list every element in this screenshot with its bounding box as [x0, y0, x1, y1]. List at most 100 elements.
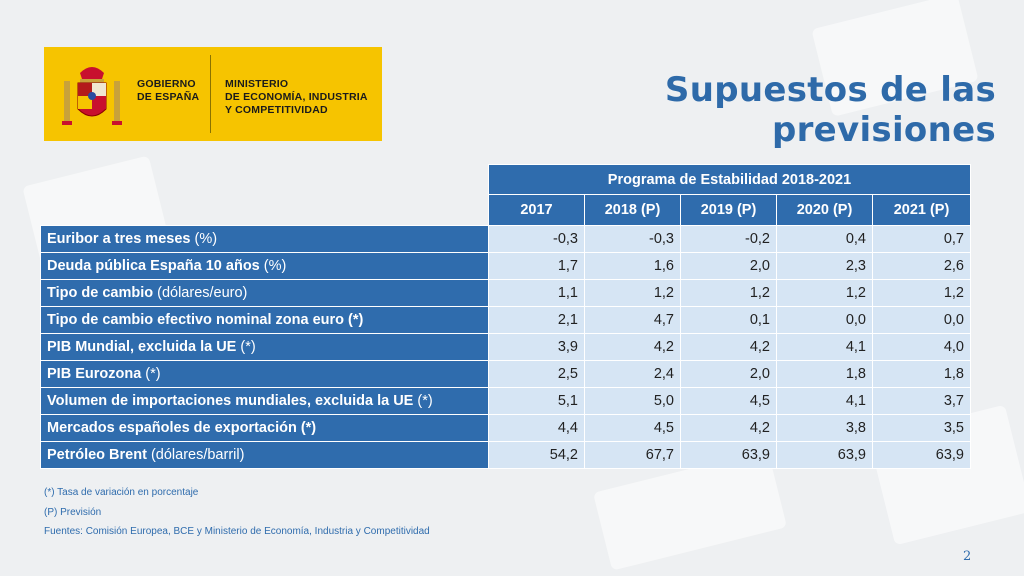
table-cell: 4,2: [680, 414, 777, 442]
table-corner: [41, 195, 489, 226]
table-row: Petróleo Brent (dólares/barril) 54,2 67,7 6…: [40, 441, 971, 469]
table-cell: 1,8: [872, 360, 971, 388]
row-label: PIB Mundial, excluida la UE (*): [40, 333, 489, 361]
row-label: Tipo de cambio (dólares/euro): [40, 279, 489, 307]
table-cell: 4,2: [680, 333, 777, 361]
table-cell: 5,0: [584, 387, 681, 415]
row-label-main: PIB Mundial, excluida la UE: [47, 339, 237, 355]
table-corner: [41, 165, 489, 195]
table-cell: 1,8: [776, 360, 873, 388]
table-cell: -0,3: [584, 225, 681, 253]
ministerio-text: MINISTERIO DE ECONOMÍA, INDUSTRIA Y COMP…: [225, 78, 368, 116]
table-cell: 0,0: [872, 306, 971, 334]
row-label-main: Tipo de cambio efectivo nominal zona eur…: [47, 312, 364, 328]
table-cell: 0,1: [680, 306, 777, 334]
column-header: 2020 (P): [776, 194, 873, 226]
table-cell: -0,3: [488, 225, 585, 253]
table-cell: 0,7: [872, 225, 971, 253]
row-label-unit: (dólares/barril): [146, 447, 245, 463]
table-cell: 4,0: [872, 333, 971, 361]
table-cell: 0,4: [776, 225, 873, 253]
table-cell: 2,4: [584, 360, 681, 388]
gobierno-text: GOBIERNO DE ESPAÑA: [137, 78, 200, 103]
table-cell: 5,1: [488, 387, 585, 415]
table-cell: 63,9: [872, 441, 971, 469]
row-label: Petróleo Brent (dólares/barril): [40, 441, 489, 469]
row-label-main: Mercados españoles de exportación (*): [47, 420, 317, 436]
table-cell: 1,7: [488, 252, 585, 280]
table-cell: -0,2: [680, 225, 777, 253]
page-number: 2: [963, 549, 972, 564]
table-row: PIB Eurozona (*) 2,5 2,4 2,0 1,8 1,8: [40, 360, 971, 388]
row-label-unit: (%): [259, 258, 287, 274]
table-cell: 4,5: [584, 414, 681, 442]
table-cell: 2,5: [488, 360, 585, 388]
column-header: 2019 (P): [680, 194, 777, 226]
row-label-unit: (%): [190, 231, 218, 247]
table-row: Euribor a tres meses (%) -0,3 -0,3 -0,2 0,4 0…: [40, 225, 971, 253]
table-row: Tipo de cambio efectivo nominal zona eur…: [40, 306, 971, 334]
table-cell: 1,2: [776, 279, 873, 307]
row-label-unit: (*): [141, 366, 161, 382]
table-cell: 1,1: [488, 279, 585, 307]
table-cell: 4,1: [776, 333, 873, 361]
table-cell: 2,6: [872, 252, 971, 280]
table-row: Tipo de cambio (dólares/euro) 1,1 1,2 1,2 1,…: [40, 279, 971, 307]
table-cell: 3,8: [776, 414, 873, 442]
table-cell: 4,7: [584, 306, 681, 334]
table-row: PIB Mundial, excluida la UE (*) 3,9 4,2 4,2…: [40, 333, 971, 361]
table-cell: 1,2: [584, 279, 681, 307]
table-row: Deuda pública España 10 años (%) 1,7 1,6 2,…: [40, 252, 971, 280]
column-header: 2021 (P): [872, 194, 971, 226]
table-row: Volumen de importaciones mundiales, excl…: [40, 387, 971, 415]
row-label-main: Euribor a tres meses: [47, 231, 191, 247]
table-cell: 2,1: [488, 306, 585, 334]
table-cell: 0,0: [776, 306, 873, 334]
table-cell: 67,7: [584, 441, 681, 469]
table-cell: 54,2: [488, 441, 585, 469]
row-label-unit: (dólares/euro): [153, 285, 248, 301]
row-label: PIB Eurozona (*): [40, 360, 489, 388]
assumptions-table: Programa de Estabilidad 2018-2021 2017 2…: [40, 164, 971, 469]
row-label: Euribor a tres meses (%): [40, 225, 489, 253]
footnote-forecast: (P) Previsión: [44, 506, 102, 518]
row-label: Deuda pública España 10 años (%): [40, 252, 489, 280]
row-label: Tipo de cambio efectivo nominal zona eur…: [40, 306, 489, 334]
table-cell: 2,0: [680, 252, 777, 280]
logo-divider: [210, 55, 211, 133]
row-label: Mercados españoles de exportación (*): [40, 414, 489, 442]
row-label-main: Deuda pública España 10 años: [47, 258, 260, 274]
table-cell: 3,7: [872, 387, 971, 415]
footnote-sources: Fuentes: Comisión Europea, BCE y Ministe…: [44, 526, 430, 537]
table-cell: 63,9: [776, 441, 873, 469]
table-row: Mercados españoles de exportación (*) 4,4…: [40, 414, 971, 442]
table-cell: 4,5: [680, 387, 777, 415]
slide-title: Supuestos de las previsiones: [664, 70, 996, 150]
row-label-unit: (*): [413, 393, 433, 409]
table-cell: 1,2: [680, 279, 777, 307]
column-header: 2018 (P): [584, 194, 681, 226]
table-cell: 2,0: [680, 360, 777, 388]
row-label-main: Petróleo Brent: [47, 447, 147, 463]
table-header-row: 2017 2018 (P) 2019 (P) 2020 (P) 2021 (P): [41, 194, 971, 226]
footnote-rate: (*) Tasa de variación en porcentaje: [44, 487, 199, 498]
table-cell: 3,9: [488, 333, 585, 361]
table-cell: 1,2: [872, 279, 971, 307]
table-cell: 63,9: [680, 441, 777, 469]
table-cell: 2,3: [776, 252, 873, 280]
row-label-main: PIB Eurozona: [47, 366, 142, 382]
row-label-main: Tipo de cambio: [47, 285, 154, 301]
table-cell: 4,4: [488, 414, 585, 442]
coat-of-arms-icon: [62, 67, 122, 125]
table-cell: 3,5: [872, 414, 971, 442]
government-logo: GOBIERNO DE ESPAÑA MINISTERIO DE ECONOMÍ…: [44, 47, 382, 141]
table-group-header-row: Programa de Estabilidad 2018-2021: [41, 164, 971, 195]
footnotes: (*) Tasa de variación en porcentaje (P) …: [44, 483, 430, 542]
table-cell: 1,6: [584, 252, 681, 280]
row-label: Volumen de importaciones mundiales, excl…: [40, 387, 489, 415]
column-header: 2017: [488, 194, 585, 226]
row-label-unit: (*): [236, 339, 256, 355]
row-label-main: Volumen de importaciones mundiales, excl…: [47, 393, 414, 409]
table-cell: 4,1: [776, 387, 873, 415]
group-header: Programa de Estabilidad 2018-2021: [488, 164, 971, 195]
